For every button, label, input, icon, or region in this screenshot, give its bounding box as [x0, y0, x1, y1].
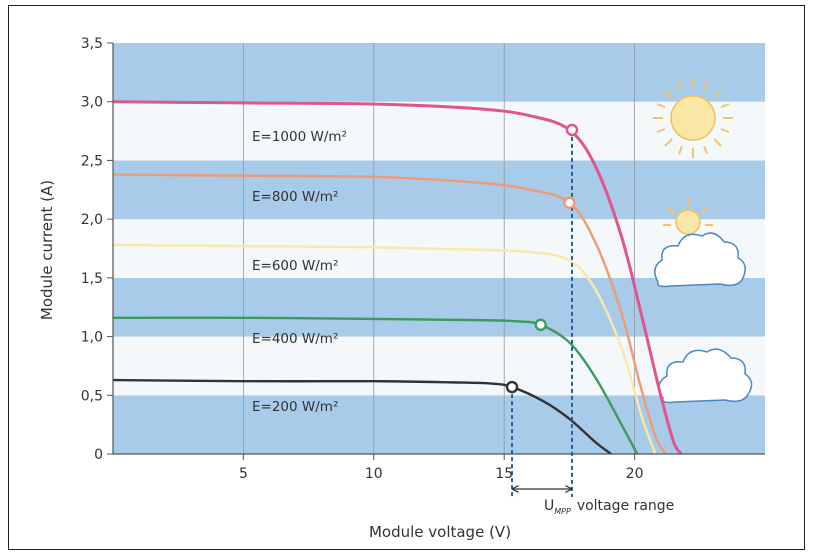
curve-label-200: E=200 W/m²: [252, 399, 338, 415]
curve-label-400: E=400 W/m²: [252, 331, 338, 347]
umpp-subscript: MPP: [554, 507, 571, 516]
iv-curve-series: [113, 243, 657, 454]
mpp-voltage-lines: [511, 129, 574, 497]
x-tick-label: 20: [626, 466, 644, 482]
umpp-range-annotation: UMPP voltage range: [513, 489, 674, 516]
curves: [113, 100, 683, 454]
x-axis-title: Module voltage (V): [369, 523, 511, 541]
sun-icon: [653, 78, 733, 158]
background-band: [113, 101, 765, 161]
curve-label-800: E=800 W/m²: [252, 189, 338, 205]
background-band: [113, 395, 765, 454]
iv-curve-series: [113, 173, 667, 454]
y-tick-label: 3,5: [81, 36, 103, 52]
y-tick-label: 2,5: [81, 153, 103, 169]
mpp-point: [534, 318, 547, 332]
background-band: [113, 336, 765, 396]
axis-ticks: 0 0,5 1,0 1,5 2,0 2,5 3,0 3,5 5 10 15 20: [81, 36, 644, 482]
plot-background-bands: [113, 43, 765, 454]
mpp-point: [505, 380, 519, 394]
umpp-symbol: U: [544, 498, 554, 514]
curve-label-600: E=600 W/m²: [252, 258, 338, 274]
mpp-point: [563, 196, 576, 209]
partly-cloudy-icon: [654, 198, 746, 288]
background-band: [113, 277, 765, 337]
background-band: [113, 43, 765, 102]
y-tick-label: 2,0: [81, 212, 103, 228]
curve-label-1000: E=1000 W/m²: [252, 129, 347, 145]
mpp-point: [565, 123, 579, 137]
iv-curve-series: [113, 316, 639, 454]
iv-curve-series: [113, 378, 612, 454]
y-tick-label: 1,0: [81, 330, 103, 346]
x-tick-label: 10: [365, 466, 383, 482]
background-band: [113, 160, 765, 220]
x-tick-label: 5: [239, 466, 248, 482]
y-tick-label: 3,0: [81, 95, 103, 111]
y-axis-title: Module current (A): [38, 180, 56, 320]
cloud-icon: [658, 348, 753, 404]
y-tick-label: 0: [94, 447, 103, 463]
x-tick-label: 15: [495, 466, 513, 482]
mpp-points: [505, 123, 579, 394]
umpp-range-label: voltage range: [577, 498, 674, 514]
y-tick-label: 1,5: [81, 271, 103, 287]
y-tick-label: 0,5: [81, 388, 103, 404]
